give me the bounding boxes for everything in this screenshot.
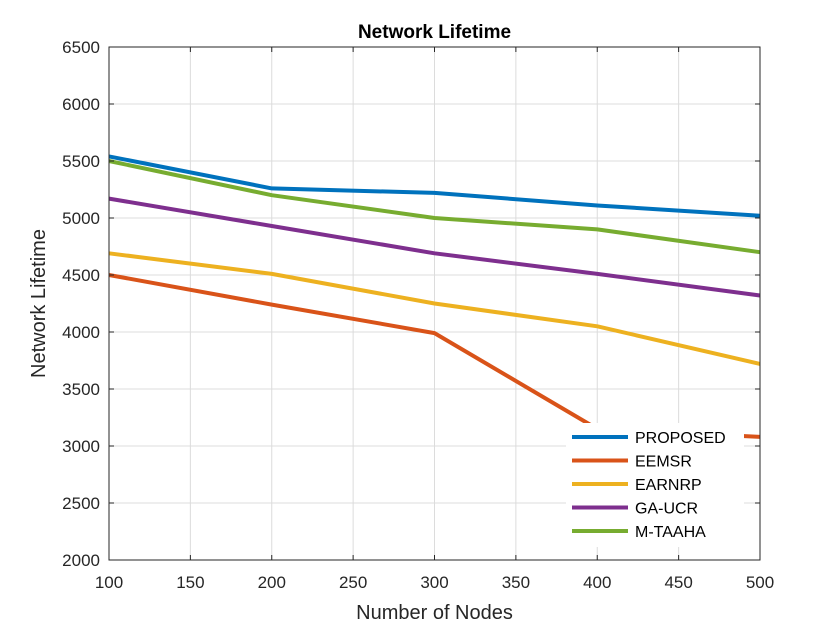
y-axis-label: Network Lifetime <box>28 229 50 378</box>
series-line-m-taaha <box>108 159 761 255</box>
legend-label: GA-UCR <box>635 501 698 518</box>
y-tick-label: 3000 <box>62 437 100 456</box>
y-tick-labels: 2000 2500 3000 3500 4000 4500 5000 5500 6000 6500 <box>62 38 760 570</box>
x-tick-label: 100 <box>95 573 123 592</box>
x-tick-label: 400 <box>583 573 611 592</box>
legend-label: EARNRP <box>635 477 702 494</box>
legend-label: M-TAAHA <box>635 524 706 541</box>
x-tick-label: 450 <box>664 573 692 592</box>
x-tick-label: 150 <box>176 573 204 592</box>
legend-label: EEMSR <box>635 454 692 471</box>
y-tick-label: 6500 <box>62 38 100 57</box>
y-tick-label: 3500 <box>62 380 100 399</box>
x-tick-label: 350 <box>502 573 530 592</box>
x-tick-label: 300 <box>420 573 448 592</box>
series-line-proposed <box>108 154 761 218</box>
legend-label: PROPOSED <box>635 430 726 447</box>
x-axis-label: Number of Nodes <box>356 602 513 624</box>
y-tick-label: 6000 <box>62 95 100 114</box>
series-line-ga-ucr <box>108 196 761 298</box>
series-line-earnrp <box>108 251 761 366</box>
x-tick-label: 250 <box>339 573 367 592</box>
y-tick-label: 2000 <box>62 551 100 570</box>
y-tick-label: 2500 <box>62 494 100 513</box>
y-tick-label: 4500 <box>62 266 100 285</box>
y-tick-label: 4000 <box>62 323 100 342</box>
x-tick-label: 500 <box>746 573 774 592</box>
x-tick-label: 200 <box>258 573 286 592</box>
chart-title: Network Lifetime <box>358 22 511 43</box>
y-tick-label: 5000 <box>62 209 100 228</box>
y-tick-label: 5500 <box>62 152 100 171</box>
x-tick-labels: 100 150 200 250 300 350 400 450 500 <box>95 47 774 592</box>
legend: PROPOSED EEMSR EARNRP GA-UCR M-TAAHA <box>566 423 744 547</box>
